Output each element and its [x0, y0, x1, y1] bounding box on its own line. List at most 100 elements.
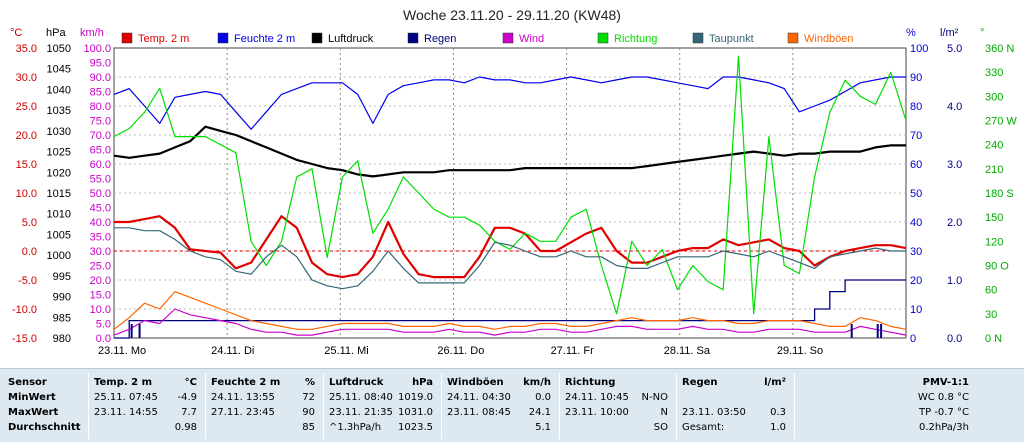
label-sensor: Sensor — [8, 377, 47, 388]
pressure-max-val: 1031.0 — [398, 407, 433, 418]
rain-column: Regen l/m² 23.11. 03:50 0.3 Gesamt: 1.0 — [676, 369, 794, 442]
humidity-min-val: 72 — [302, 392, 315, 403]
wind-axis-tick: 75.0 — [90, 116, 111, 128]
legend-swatch — [311, 32, 323, 44]
temp-title: Temp. 2 m — [94, 377, 152, 388]
legend-swatch — [407, 32, 419, 44]
legend-swatch — [502, 32, 514, 44]
temp-column: Temp. 2 m °C 25.11. 07:45 -4.9 23.11. 14… — [88, 369, 205, 442]
pressure-axis-tick: 1020 — [47, 167, 71, 179]
legend-label: Luftdruck — [328, 33, 374, 45]
wind-unit-label: km/h — [80, 27, 104, 39]
x-tick-label: 29.11. So — [777, 345, 823, 357]
humidity-max-time: 27.11. 23:45 — [211, 407, 275, 418]
series-line — [113, 308, 907, 336]
direction-axis-tick: 90 O — [985, 261, 1009, 273]
rain-total: 1.0 — [770, 422, 786, 433]
direction-axis-tick: 210 — [985, 164, 1003, 176]
grid-layer — [113, 47, 907, 339]
pressure-axis-tick: 1000 — [47, 250, 71, 262]
humidity-title: Feuchte 2 m — [211, 377, 281, 388]
humidity-axis-tick: 0 — [910, 333, 916, 345]
humidity-axis-tick: 90 — [910, 72, 922, 84]
series-line — [113, 125, 906, 178]
gusts-title: Windböen — [447, 377, 504, 388]
humidity-avg: 85 — [302, 422, 315, 433]
series-layer — [113, 55, 907, 339]
rain-axis-tick: 0.0 — [947, 333, 962, 345]
x-tick-label: 25.11. Mi — [324, 345, 368, 357]
series-line — [114, 227, 906, 290]
pressure-min-val: 1019.0 — [398, 392, 433, 403]
rain-axis-tick: 1.0 — [947, 275, 962, 287]
temp-axis-tick: 30.0 — [16, 72, 37, 84]
temp-avg: 0.98 — [174, 422, 197, 433]
legend-label: Temp. 2 m — [138, 33, 189, 45]
direction-avg: SO — [653, 422, 668, 433]
weather-chart: Woche 23.11.20 - 29.11.20 (KW48) 23.11. … — [10, 7, 1017, 357]
rain-max-val: 0.3 — [770, 407, 786, 418]
direction-axis-tick: 120 — [985, 236, 1003, 248]
wind-axis-tick: 65.0 — [90, 145, 111, 157]
series-line-rain — [114, 279, 906, 339]
wind-axis-tick: 5.0 — [96, 319, 111, 331]
x-tick-label: 26.11. Do — [437, 345, 484, 357]
humidity-axis-tick: 10 — [910, 304, 922, 316]
pressure-axis-tick: 1015 — [47, 188, 71, 200]
chart-title: Woche 23.11.20 - 29.11.20 (KW48) — [403, 7, 621, 23]
rain-axis-tick: 3.0 — [947, 159, 962, 171]
temp-min-val: -4.9 — [177, 392, 197, 403]
temp-axis-tick: 25.0 — [16, 101, 37, 113]
wind-axis-tick: 100.0 — [83, 43, 111, 55]
temp-max-time: 23.11. 14:55 — [94, 407, 158, 418]
pressure-axis-tick: 995 — [53, 271, 71, 283]
direction-max-time: 23.11. 10:00 — [565, 407, 629, 418]
temp-unit-label: °C — [10, 27, 22, 39]
pressure-axis-tick: 1030 — [47, 126, 71, 138]
pmv-trend: 0.2hPa/3h — [918, 422, 969, 433]
humidity-axis-tick: 80 — [910, 101, 922, 113]
legend-layer: Temp. 2 m Feuchte 2 m Luftdruck Regen Wind Ri… — [121, 32, 854, 45]
temp-axis-tick: 10.0 — [16, 188, 37, 200]
x-tick-label: 27.11. Fr — [551, 345, 595, 357]
series-line — [113, 55, 907, 315]
temp-unit: °C — [184, 377, 197, 388]
rain-axis-tick: 2.0 — [947, 217, 962, 229]
wind-axis-tick: 70.0 — [90, 130, 111, 142]
direction-axis-tick: 360 N — [985, 43, 1014, 55]
gusts-min-val: 0.0 — [535, 392, 551, 403]
wind-axis-tick: 85.0 — [90, 87, 111, 99]
label-min: MinWert — [8, 392, 56, 403]
series-line — [114, 215, 907, 279]
direction-unit-label: ° — [980, 27, 984, 39]
label-avg: Durchschnitt — [8, 422, 81, 433]
humidity-axis-tick: 50 — [910, 188, 922, 200]
rain-axis-tick: 4.0 — [947, 101, 962, 113]
direction-axis-tick: 270 W — [985, 116, 1017, 128]
rain-total-label: Gesamt: — [682, 422, 725, 433]
gusts-max-time: 23.11. 08:45 — [447, 407, 511, 418]
pressure-column: Luftdruck hPa 25.11. 08:40 1019.0 23.11.… — [323, 369, 441, 442]
temp-axis-tick: 35.0 — [16, 43, 37, 55]
rain-unit-label: l/m² — [940, 27, 959, 39]
gusts-unit: km/h — [523, 377, 551, 388]
wind-axis-tick: 25.0 — [90, 261, 111, 273]
temp-axis-tick: 0.0 — [22, 246, 37, 258]
direction-axis-tick: 30 — [985, 309, 997, 321]
legend-swatch — [597, 32, 609, 44]
temp-axis-tick: -10.0 — [12, 304, 37, 316]
pressure-unit: hPa — [412, 377, 433, 388]
series-line — [113, 76, 906, 130]
pressure-min-time: 25.11. 08:40 — [329, 392, 393, 403]
direction-min-time: 24.11. 10:45 — [565, 392, 629, 403]
wind-axis-tick: 15.0 — [90, 290, 111, 302]
pressure-trend: ^1.3hPa/h — [329, 422, 382, 433]
direction-axis-tick: 330 — [985, 67, 1003, 79]
direction-column: Richtung 24.11. 10:45 N-NO 23.11. 10:00 … — [559, 369, 676, 442]
pmv-tp: TP -0.7 °C — [919, 407, 969, 418]
pressure-avg: 1023.5 — [398, 422, 433, 433]
temp-axis-tick: -15.0 — [12, 333, 37, 345]
rain-axis-tick: 5.0 — [947, 43, 962, 55]
direction-min-val: N-NO — [641, 392, 668, 403]
legend-swatch — [692, 32, 704, 44]
